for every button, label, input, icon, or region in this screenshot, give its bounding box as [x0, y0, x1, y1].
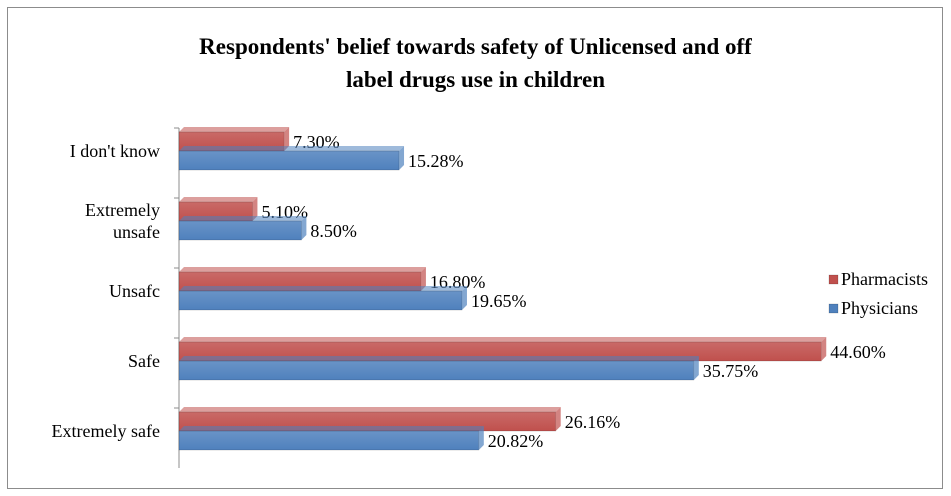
chart-title-line-1: Respondents' belief towards safety of Un…	[199, 34, 752, 59]
physicians-bar	[178, 290, 463, 311]
physicians-bar	[178, 360, 695, 381]
bar-top-face	[179, 356, 699, 361]
bar-side-face	[284, 127, 290, 151]
category-label: Unsafc	[109, 281, 160, 301]
chart-title: Respondents' belief towards safety of Un…	[0, 30, 951, 96]
category-label: Extremely safe	[52, 421, 160, 441]
physicians-bar	[178, 430, 480, 451]
legend-label-pharmacists: Pharmacists	[841, 269, 928, 289]
bar-top-face	[179, 127, 290, 132]
bar-side-face	[478, 426, 484, 450]
value-label: 26.16%	[565, 412, 621, 432]
bar-side-face	[420, 267, 426, 291]
legend-label-physicians: Physicians	[841, 298, 918, 318]
value-label: 44.60%	[830, 342, 886, 362]
value-label: 8.50%	[310, 221, 357, 241]
bar-top-face	[179, 407, 561, 412]
bar-top-face	[179, 197, 258, 202]
bar-top-face	[179, 337, 827, 342]
bar-side-face	[461, 286, 467, 310]
value-label: 35.75%	[703, 361, 759, 381]
value-label: 19.65%	[471, 291, 526, 311]
bar-side-face	[399, 146, 405, 170]
bar-top-face	[179, 146, 405, 151]
bar-top-face	[179, 267, 426, 272]
category-label: unsafe	[113, 222, 160, 242]
legend-swatch-pharmacists	[828, 274, 839, 285]
legend-swatch-physicians	[828, 303, 839, 314]
category-label: Extremely	[85, 200, 160, 220]
physicians-bar	[178, 220, 302, 241]
bar-top-face	[179, 286, 467, 291]
bar-side-face	[555, 407, 561, 431]
bar-side-face	[821, 337, 827, 361]
bar-side-face	[693, 356, 699, 380]
chart-title-line-2: label drugs use in children	[345, 67, 606, 92]
value-label: 15.28%	[408, 151, 464, 171]
value-label: 20.82%	[488, 431, 543, 451]
category-label: Safe	[128, 351, 160, 371]
bar-side-face	[301, 216, 307, 240]
bar-top-face	[179, 216, 307, 221]
physicians-bar	[178, 150, 400, 171]
bar-side-face	[252, 197, 258, 221]
category-label: I don't know	[70, 141, 160, 161]
bar-top-face	[179, 426, 484, 431]
